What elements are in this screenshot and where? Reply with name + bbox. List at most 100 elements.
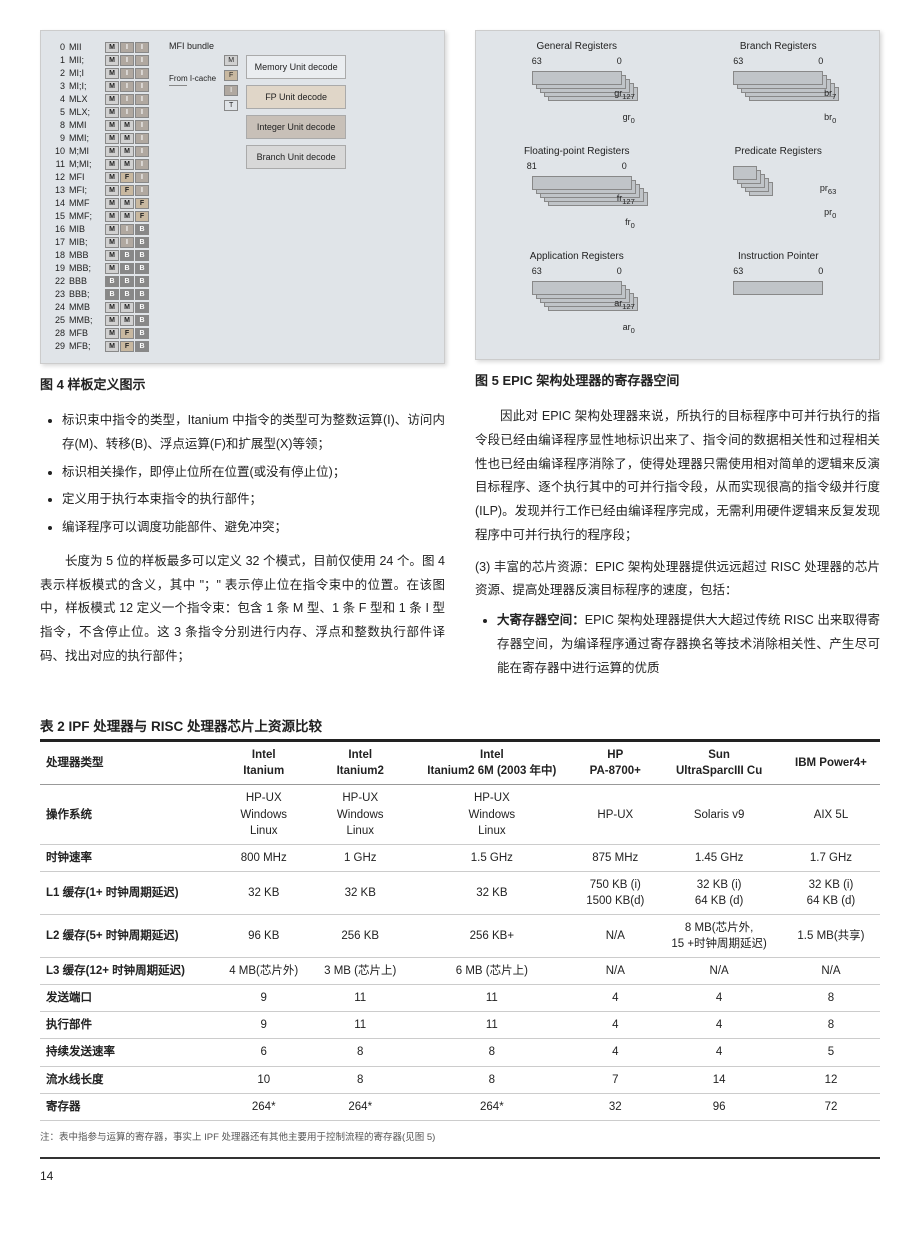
table2-cell: 流水线长度 bbox=[40, 1066, 216, 1093]
table2-cell: 寄存器 bbox=[40, 1093, 216, 1120]
table2-cell: 4 bbox=[574, 1012, 656, 1039]
table-row: 操作系统HP-UX Windows LinuxHP-UX Windows Lin… bbox=[40, 785, 880, 844]
table2-cell: N/A bbox=[782, 958, 880, 985]
figure4-template-row: 16MIBMIB bbox=[51, 223, 149, 235]
figure5-register-block: General Registers 630 gr127 gr0 bbox=[486, 41, 668, 136]
table2-cell: 操作系统 bbox=[40, 785, 216, 844]
table2-header-cell: IntelItanium2 bbox=[311, 742, 409, 785]
table2-cell: 72 bbox=[782, 1093, 880, 1120]
figure4-template-row: 12MFIMFI bbox=[51, 171, 149, 183]
table-row: 时钟速率800 MHz1 GHz1.5 GHz875 MHz1.45 GHz1.… bbox=[40, 844, 880, 871]
table2-cell: 1 GHz bbox=[311, 844, 409, 871]
table2-cell: HP-UX Windows Linux bbox=[311, 785, 409, 844]
figure4-bundle-label: MFI bundle bbox=[169, 41, 434, 51]
table2: 处理器类型IntelItaniumIntelItanium2IntelItani… bbox=[40, 742, 880, 1121]
table2-cell: 8 bbox=[311, 1039, 409, 1066]
table2-cell: 32 KB (i) 64 KB (d) bbox=[782, 871, 880, 914]
table2-header-cell: SunUltraSparcIII Cu bbox=[656, 742, 782, 785]
table2-section: 表 2 IPF 处理器与 RISC 处理器芯片上资源比较 处理器类型IntelI… bbox=[40, 715, 880, 1143]
table2-cell: HP-UX Windows Linux bbox=[216, 785, 311, 844]
table-row: 执行部件91111448 bbox=[40, 1012, 880, 1039]
figure4-template-row: 3MI;I;MII bbox=[51, 80, 149, 92]
table2-note: 注：表中指参与运算的寄存器，事实上 IPF 处理器还有其他主要用于控制流程的寄存… bbox=[40, 1129, 880, 1143]
figure4-mini-slot: I bbox=[224, 85, 238, 96]
figure4-decode-unit: Branch Unit decode bbox=[246, 145, 346, 169]
table2-cell: 12 bbox=[782, 1066, 880, 1093]
table2-header-cell: 处理器类型 bbox=[40, 742, 216, 785]
figure4-template-row: 28MFBMFB bbox=[51, 327, 149, 339]
table2-cell: 7 bbox=[574, 1066, 656, 1093]
table2-cell: 11 bbox=[409, 1012, 574, 1039]
table2-cell: 8 MB(芯片外, 15 +时钟周期延迟) bbox=[656, 915, 782, 958]
table2-cell: 4 bbox=[656, 1039, 782, 1066]
table2-cell: 8 bbox=[782, 985, 880, 1012]
table-row: 寄存器264*264*264*329672 bbox=[40, 1093, 880, 1120]
table2-cell: 发送端口 bbox=[40, 985, 216, 1012]
table2-cell: 1.45 GHz bbox=[656, 844, 782, 871]
table2-cell: AIX 5L bbox=[782, 785, 880, 844]
table-row: 流水线长度108871412 bbox=[40, 1066, 880, 1093]
table2-cell: 32 KB (i) 64 KB (d) bbox=[656, 871, 782, 914]
table2-cell: 持续发送速率 bbox=[40, 1039, 216, 1066]
table2-cell: N/A bbox=[574, 958, 656, 985]
figure5-register-block: Floating-point Registers 810 fr127 fr0 bbox=[486, 146, 668, 241]
figure4-caption: 图 4 样板定义图示 bbox=[40, 374, 445, 393]
table2-cell: L3 缓存(12+ 时钟周期延迟) bbox=[40, 958, 216, 985]
table2-header-cell: HPPA-8700+ bbox=[574, 742, 656, 785]
table2-cell: 264* bbox=[311, 1093, 409, 1120]
figures-row: 0MIIMII1MII;MII2MI;IMII3MI;I;MII4MLXMII5… bbox=[40, 30, 880, 690]
table2-cell: 1.5 GHz bbox=[409, 844, 574, 871]
figure5-register-grid: General Registers 630 gr127 gr0 Branch R… bbox=[486, 41, 869, 346]
figure4-mini-slots: MFIT bbox=[224, 55, 238, 115]
footer-divider bbox=[40, 1157, 880, 1159]
figure4-template-table: 0MIIMII1MII;MII2MI;IMII3MI;I;MII4MLXMII5… bbox=[51, 41, 149, 353]
figure5-register-block: Application Registers 630 ar127 ar0 bbox=[486, 251, 668, 346]
figure4-template-row: 24MMBMMB bbox=[51, 301, 149, 313]
figure4-template-row: 2MI;IMII bbox=[51, 67, 149, 79]
figure4-mini-slot: F bbox=[224, 70, 238, 81]
figure4-template-row: 25MMB;MMB bbox=[51, 314, 149, 326]
figure5-register-block: Predicate Registers pr63 pr0 bbox=[688, 146, 870, 241]
table2-cell: 9 bbox=[216, 985, 311, 1012]
table2-cell: 9 bbox=[216, 1012, 311, 1039]
left-bullet-list: 标识束中指令的类型，Itanium 中指令的类型可为整数运算(I)、访问内存(M… bbox=[62, 409, 445, 540]
figure4-template-row: 14MMFMMF bbox=[51, 197, 149, 209]
table2-cell: 32 bbox=[574, 1093, 656, 1120]
table2-cell: 6 bbox=[216, 1039, 311, 1066]
right-sub-bullet-1: 大寄存器空间：EPIC 架构处理器提供大大超过传统 RISC 出来取得寄存器空间… bbox=[497, 609, 880, 680]
figure4-template-row: 10M;MIMMI bbox=[51, 145, 149, 157]
table-row: L3 缓存(12+ 时钟周期延迟)4 MB(芯片外)3 MB (芯片上)6 MB… bbox=[40, 958, 880, 985]
table2-body: 操作系统HP-UX Windows LinuxHP-UX Windows Lin… bbox=[40, 785, 880, 1120]
figure5-box: General Registers 630 gr127 gr0 Branch R… bbox=[475, 30, 880, 360]
table2-cell: L2 缓存(5+ 时钟周期延迟) bbox=[40, 915, 216, 958]
figure4-template-row: 29MFB;MFB bbox=[51, 340, 149, 352]
figure4-template-row: 8MMIMMI bbox=[51, 119, 149, 131]
figure4-template-row: 17MIB;MIB bbox=[51, 236, 149, 248]
figure4-template-row: 13MFI;MFI bbox=[51, 184, 149, 196]
table2-cell: 11 bbox=[311, 1012, 409, 1039]
table-row: 持续发送速率688445 bbox=[40, 1039, 880, 1066]
table2-cell: 96 bbox=[656, 1093, 782, 1120]
figure4-template-row: 19MBB;MBB bbox=[51, 262, 149, 274]
figure4-column: 0MIIMII1MII;MII2MI;IMII3MI;I;MII4MLXMII5… bbox=[40, 30, 445, 690]
figure4-box: 0MIIMII1MII;MII2MI;IMII3MI;I;MII4MLXMII5… bbox=[40, 30, 445, 364]
table2-cell: 4 bbox=[656, 985, 782, 1012]
table2-cell: 4 MB(芯片外) bbox=[216, 958, 311, 985]
table2-cell: 8 bbox=[782, 1012, 880, 1039]
left-bullet-item: 标识相关操作，即停止位所在位置(或没有停止位)； bbox=[62, 461, 445, 485]
figure4-decode-units: Memory Unit decodeFP Unit decodeInteger … bbox=[246, 55, 434, 175]
figure4-template-row: 4MLXMII bbox=[51, 93, 149, 105]
figure4-template-row: 15MMF;MMF bbox=[51, 210, 149, 222]
table2-cell: N/A bbox=[574, 915, 656, 958]
page-number: 14 bbox=[40, 1169, 880, 1183]
figure4-template-row: 23BBB;BBB bbox=[51, 288, 149, 300]
left-paragraph: 长度为 5 位的样板最多可以定义 32 个模式，目前仅使用 24 个。图 4 表… bbox=[40, 550, 445, 669]
table2-cell: 800 MHz bbox=[216, 844, 311, 871]
right-paragraph-1: 因此对 EPIC 架构处理器来说，所执行的目标程序中可并行执行的指令段已经由编译… bbox=[475, 405, 880, 548]
table2-cell: 875 MHz bbox=[574, 844, 656, 871]
table2-cell: N/A bbox=[656, 958, 782, 985]
table2-cell: 8 bbox=[409, 1039, 574, 1066]
table2-cell: 4 bbox=[574, 985, 656, 1012]
left-bullet-item: 定义用于执行本束指令的执行部件； bbox=[62, 488, 445, 512]
figure4-template-row: 18MBBMBB bbox=[51, 249, 149, 261]
